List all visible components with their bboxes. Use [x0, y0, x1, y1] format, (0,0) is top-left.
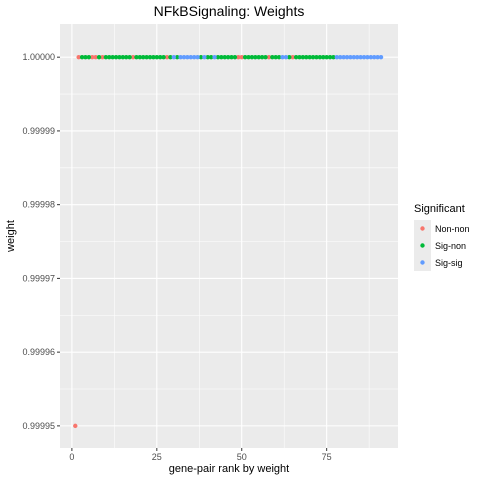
x-axis-ticks: 0 25 50 75	[69, 448, 331, 462]
legend-label: Sig-non	[435, 241, 466, 251]
data-point	[195, 55, 199, 59]
legend-label: Sig-sig	[435, 258, 463, 268]
plot-panel	[60, 24, 398, 448]
legend-key-dot	[420, 226, 424, 230]
x-axis-title: gene-pair rank by weight	[169, 463, 289, 475]
legend-key-dot	[420, 260, 424, 264]
data-point	[172, 55, 176, 59]
data-point	[212, 55, 216, 59]
legend: Significant Non-non Sig-non Sig-sig	[414, 203, 470, 271]
y-tick-label: 0.99999	[22, 126, 55, 136]
data-point	[73, 424, 77, 428]
data-point	[202, 55, 206, 59]
legend-title: Significant	[414, 203, 465, 215]
data-point	[233, 55, 237, 59]
x-tick-label: 50	[237, 452, 247, 462]
y-tick-label: 0.99996	[22, 347, 55, 357]
data-point	[161, 55, 165, 59]
data-point	[97, 55, 101, 59]
y-tick-label: 0.99998	[22, 200, 55, 210]
x-tick-label: 25	[152, 452, 162, 462]
x-tick-label: 0	[69, 452, 74, 462]
data-point	[284, 55, 288, 59]
legend-key-dot	[420, 243, 424, 247]
data-point	[87, 55, 91, 59]
y-axis-ticks: 0.99995 0.99996 0.99997 0.99998 0.99999 1.000…	[22, 52, 60, 431]
y-tick-label: 0.99995	[22, 421, 55, 431]
data-point	[379, 55, 383, 59]
data-point	[263, 55, 267, 59]
chart-title: NFkBSignaling: Weights	[154, 3, 305, 19]
y-tick-label: 1.00000	[22, 52, 55, 62]
y-axis-title: weight	[5, 220, 17, 253]
x-tick-label: 75	[322, 452, 332, 462]
y-tick-label: 0.99997	[22, 273, 55, 283]
legend-label: Non-non	[435, 224, 470, 234]
data-point	[127, 55, 131, 59]
